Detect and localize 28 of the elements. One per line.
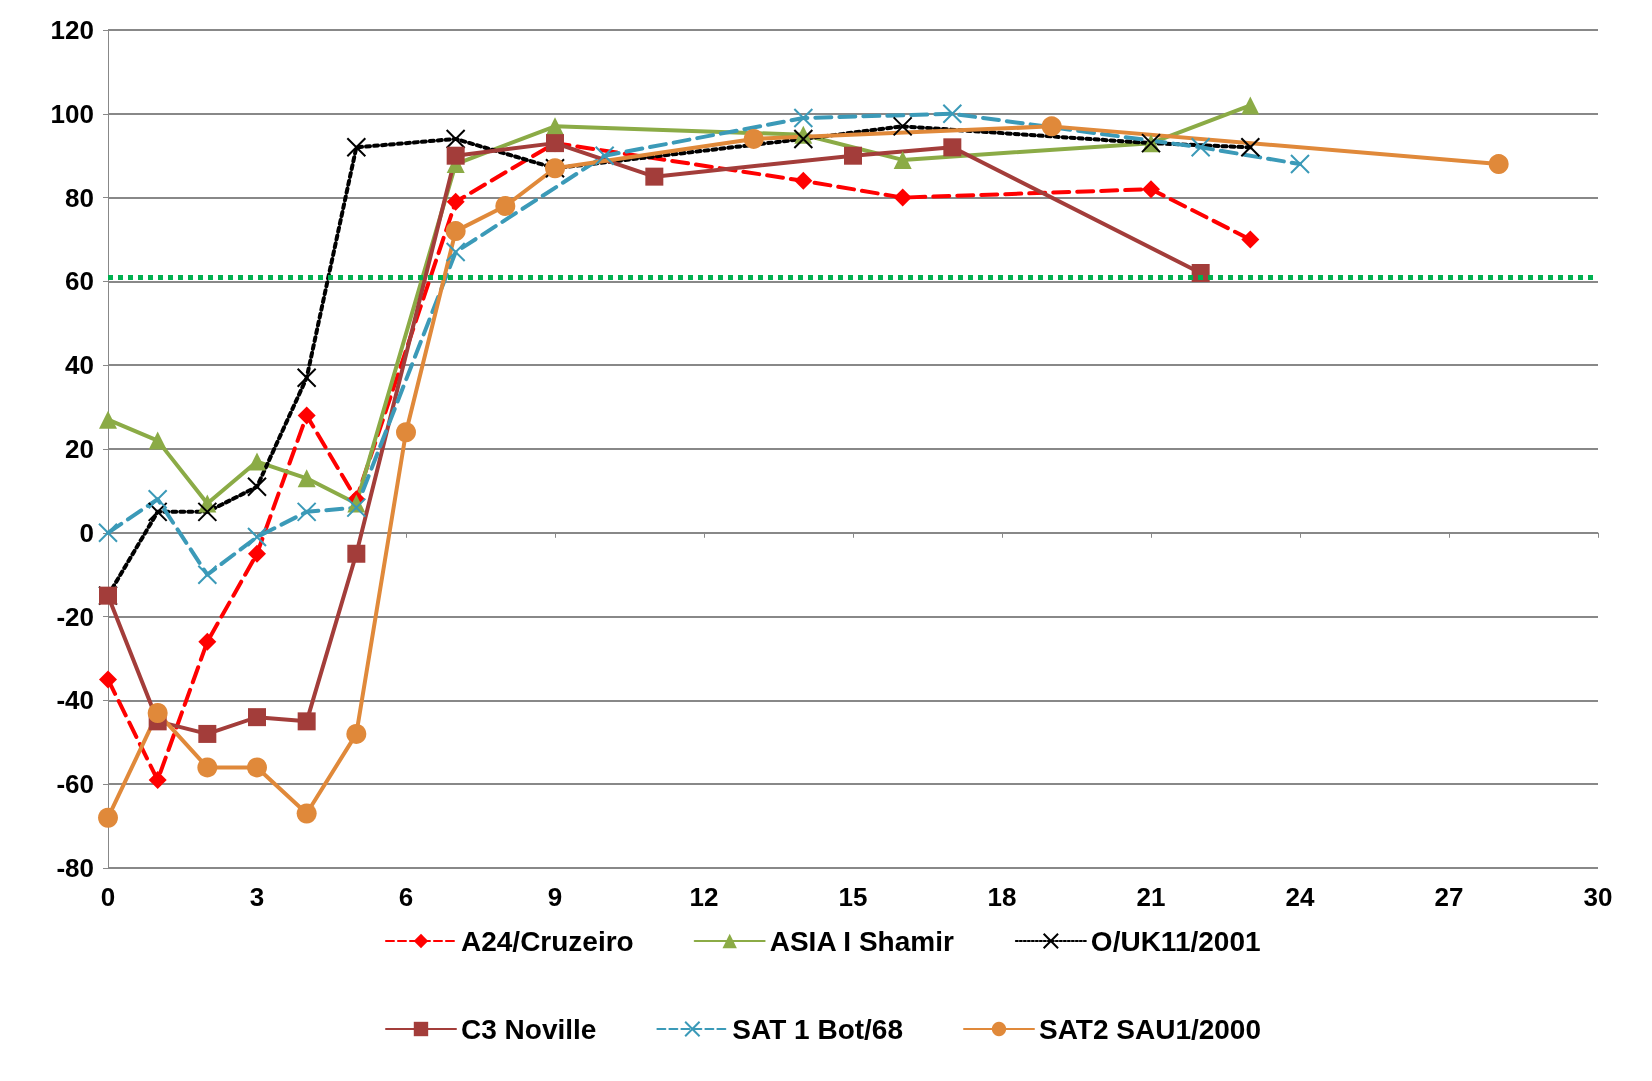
y-tick-label: 20 — [65, 434, 94, 464]
y-tick-label: -40 — [56, 685, 94, 716]
legend-label: SAT 1 Bot/68 — [732, 1013, 903, 1045]
x-tick-label: 9 — [547, 882, 563, 912]
x-tick-label: 21 — [1136, 882, 1166, 912]
x-tick-label: 12 — [689, 882, 719, 912]
x-tick-label: 15 — [838, 882, 868, 912]
x-tick-label: 18 — [987, 882, 1017, 912]
y-tick-label: -80 — [56, 853, 94, 883]
x-tick-label: 0 — [100, 882, 116, 912]
y-tick-label: 40 — [65, 350, 94, 381]
legend-label: ASIA I Shamir — [769, 925, 954, 957]
x-tick-label: 30 — [1583, 882, 1613, 912]
y-tick-label: 0 — [79, 517, 94, 548]
x-tick-label: 6 — [398, 882, 414, 912]
y-tick-label: 120 — [50, 15, 94, 45]
y-tick-label: 60 — [65, 266, 94, 297]
x-tick-label: 24 — [1285, 882, 1315, 912]
legend-label: SAT2 SAU1/2000 — [1038, 1013, 1262, 1045]
x-tick-label: 3 — [249, 882, 265, 912]
y-tick-label: -20 — [56, 601, 94, 632]
legend-label: C3 Noville — [460, 1013, 597, 1045]
legend-label: O/UK11/2001 — [1090, 925, 1261, 957]
x-tick-label: 27 — [1434, 882, 1464, 912]
y-tick-label: -60 — [56, 769, 94, 800]
y-tick-label: 100 — [50, 98, 94, 129]
legend-label: A24/Cruzeiro — [460, 925, 634, 957]
y-tick-label: 80 — [65, 182, 94, 213]
